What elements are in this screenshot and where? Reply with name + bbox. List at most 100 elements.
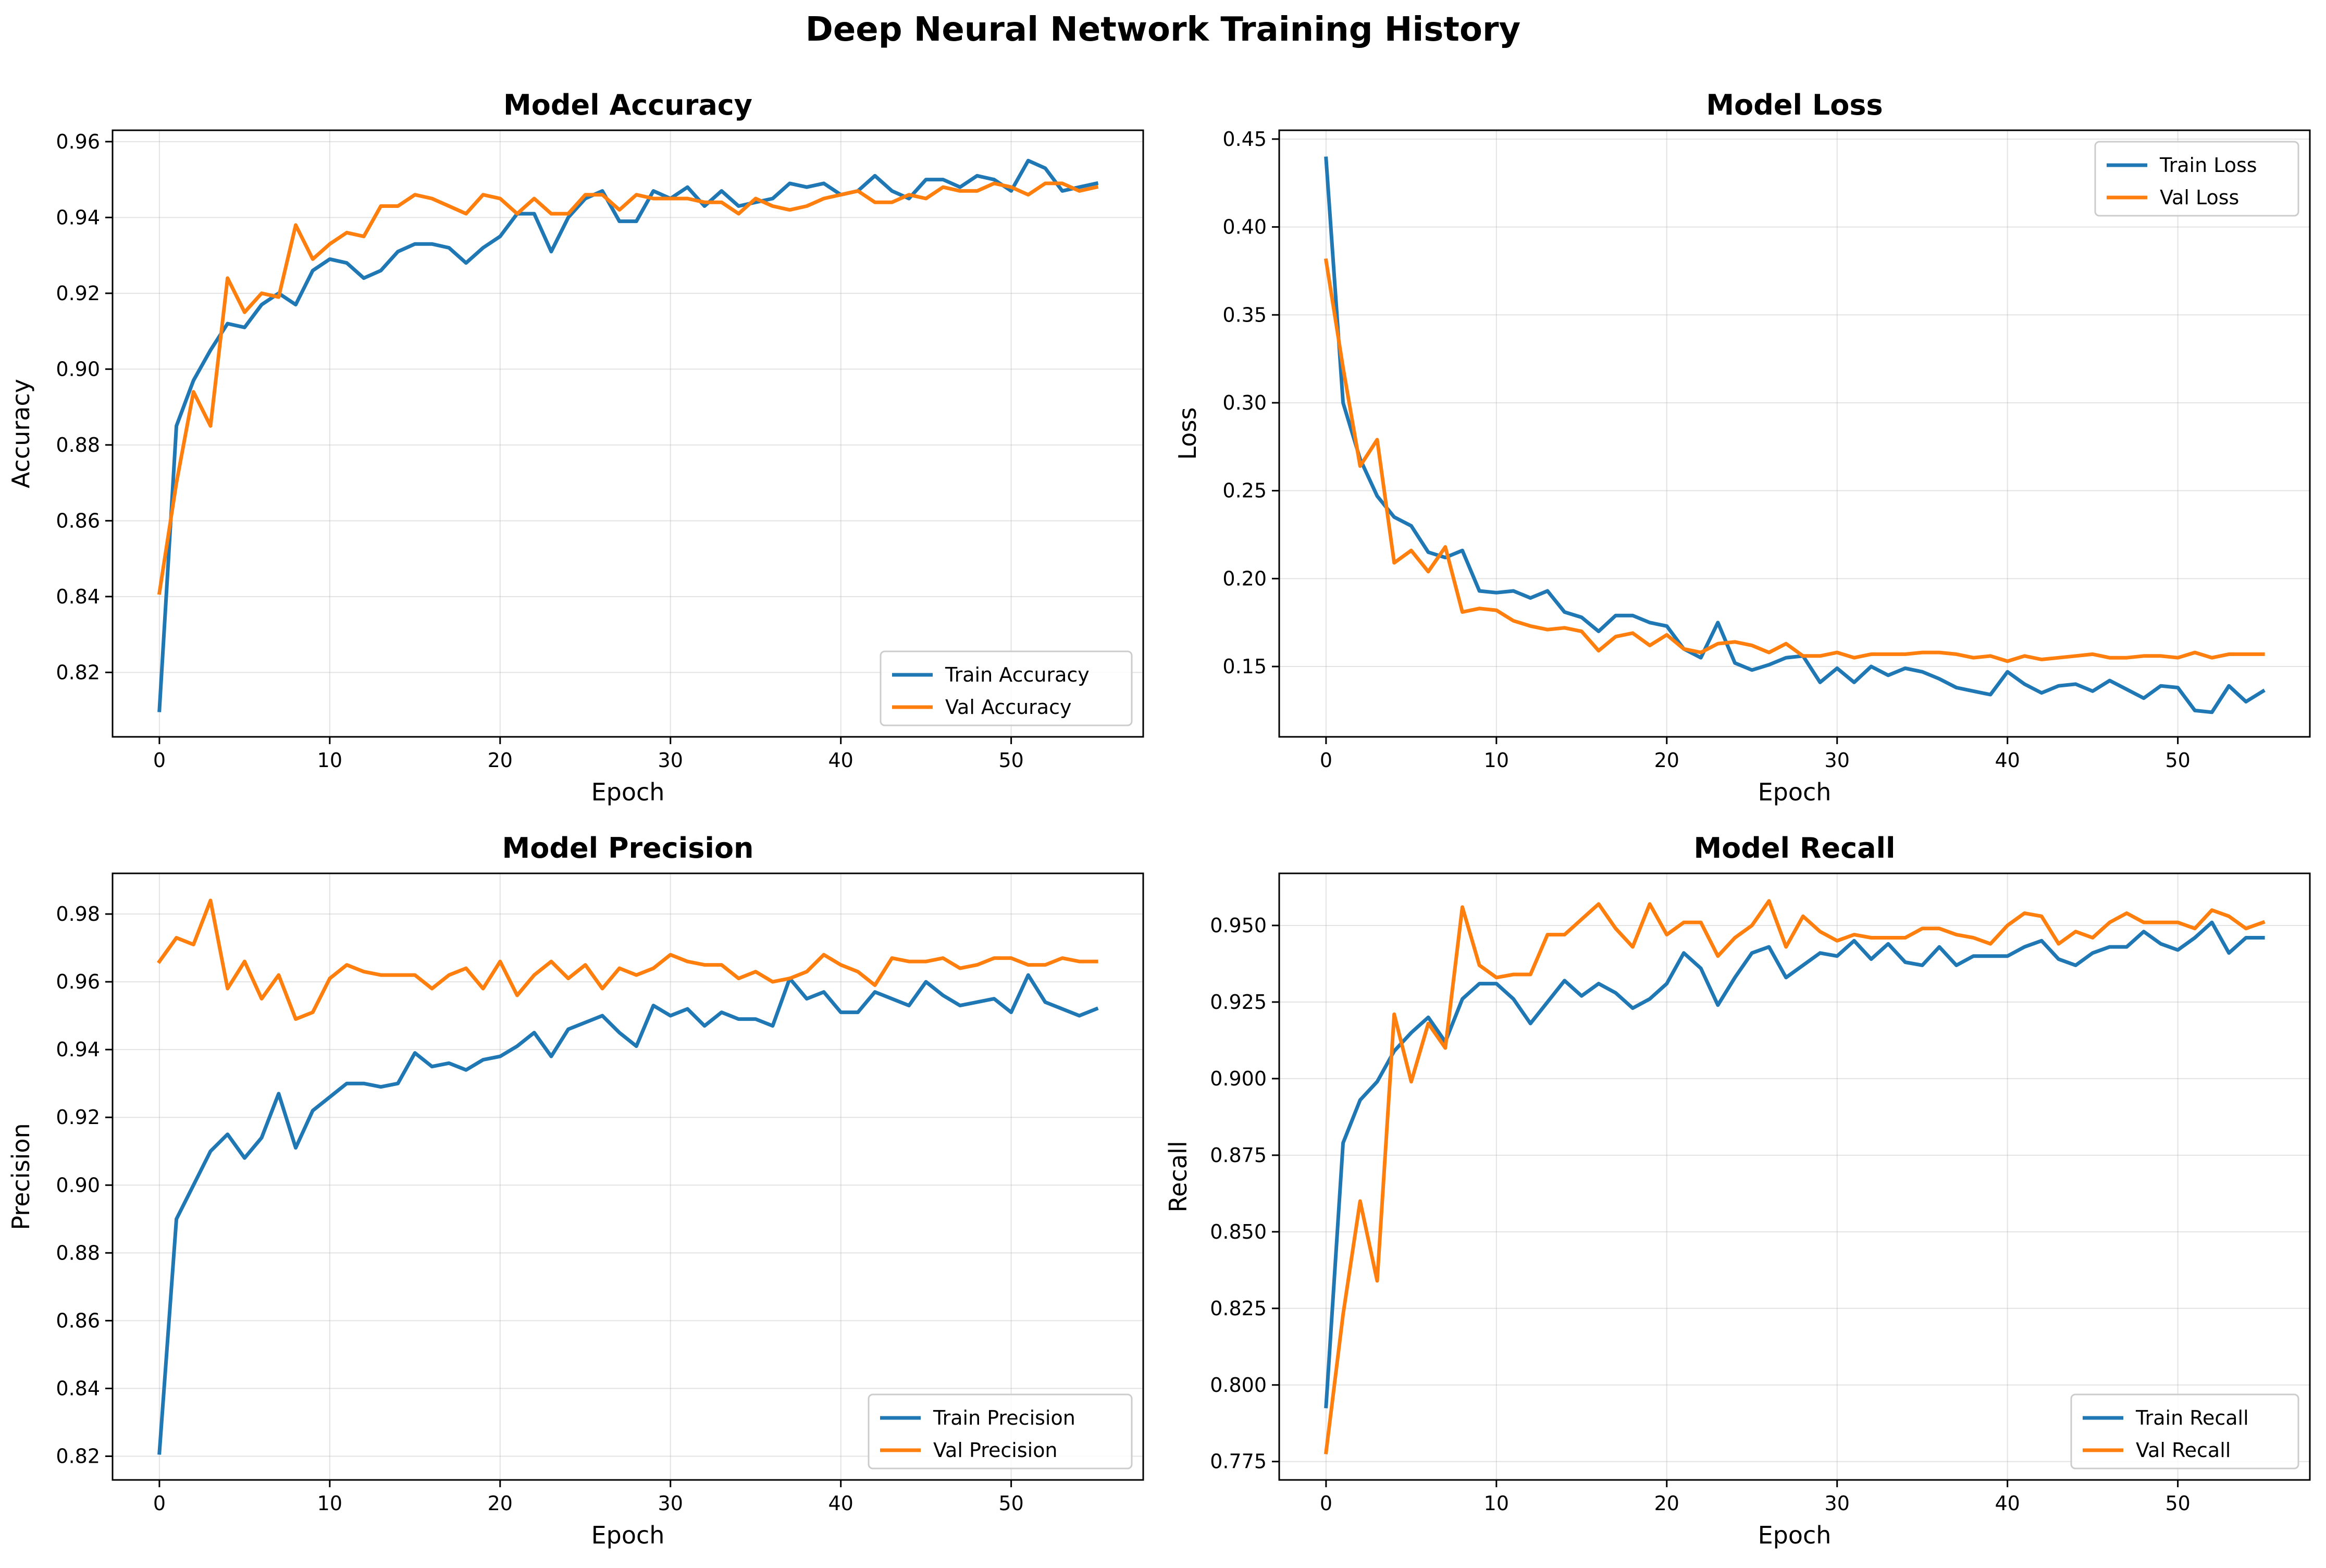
y-tick-label: 0.88	[56, 434, 100, 456]
y-axis-label: Loss	[1173, 408, 1202, 460]
x-tick-label: 30	[658, 1492, 683, 1515]
x-tick-label: 20	[488, 749, 513, 772]
y-tick-label: 0.82	[56, 661, 100, 684]
x-tick-label: 10	[1484, 749, 1509, 772]
model-loss-title: Model Loss	[1706, 89, 1883, 121]
x-tick-label: 10	[1484, 1492, 1509, 1515]
x-tick-label: 30	[1825, 1492, 1850, 1515]
y-tick-label: 0.84	[56, 585, 100, 608]
legend-box	[880, 650, 1133, 726]
x-tick-label: 10	[317, 749, 342, 772]
x-tick-label: 40	[828, 1492, 853, 1515]
y-tick-label: 0.825	[1210, 1297, 1267, 1320]
y-tick-label: 0.925	[1210, 991, 1267, 1014]
train-loss-line	[1324, 156, 2266, 714]
x-tick-label: 20	[1654, 749, 1679, 772]
x-tick-label: 40	[1995, 749, 2020, 772]
model-loss-legend: Train Loss Val Loss	[2094, 141, 2299, 217]
x-tick-label: 40	[1995, 1492, 2020, 1515]
val-precision-line	[157, 898, 1098, 1021]
legend-entry: Val Recall	[2136, 1439, 2231, 1462]
x-tick-label: 50	[998, 749, 1023, 772]
x-axis-label: Epoch	[591, 1521, 665, 1549]
x-tick-label: 0	[153, 1492, 166, 1515]
model-recall-title: Model Recall	[1693, 832, 1895, 865]
x-tick-label: 20	[1654, 1492, 1679, 1515]
y-tick-label: 0.40	[1222, 216, 1267, 239]
legend-entry: Train Precision	[933, 1406, 1075, 1429]
y-axis-label: Accuracy	[7, 379, 35, 488]
y-tick-label: 0.875	[1210, 1144, 1267, 1167]
y-tick-label: 0.850	[1210, 1220, 1267, 1243]
y-tick-label: 0.90	[56, 1174, 100, 1196]
y-tick-label: 0.94	[56, 206, 100, 229]
y-tick-label: 0.20	[1222, 567, 1267, 590]
y-tick-label: 0.45	[1222, 128, 1267, 151]
model-precision-panel: 0 10 20 30 40 50 0.82 0.84 0.86 0.88 0.90 0.92 0.94 0…	[7, 832, 1144, 1549]
x-axis-label: Epoch	[1758, 778, 1832, 806]
y-tick-label: 0.950	[1210, 914, 1267, 937]
plot-frame	[1278, 129, 2311, 738]
y-tick-label: 0.92	[56, 1106, 100, 1129]
x-axis-label: Epoch	[1758, 1521, 1832, 1549]
legend-entry: Train Accuracy	[945, 663, 1090, 686]
model-precision-legend: Train Precision Val Precision	[868, 1393, 1133, 1470]
legend-entry: Train Loss	[2159, 154, 2257, 177]
model-accuracy-legend: Train Accuracy Val Accuracy	[880, 650, 1133, 726]
plot-frame	[1278, 872, 2311, 1481]
figure-title: Deep Neural Network Training History	[806, 10, 1521, 49]
x-tick-label: 0	[1320, 1492, 1332, 1515]
y-axis-label: Precision	[7, 1123, 35, 1230]
x-axis-label: Epoch	[591, 778, 665, 806]
y-tick-label: 0.98	[56, 903, 100, 925]
x-tick-label: 0	[1320, 749, 1332, 772]
y-tick-label: 0.96	[56, 970, 100, 993]
y-axis-label: Recall	[1164, 1141, 1192, 1212]
y-tick-label: 0.900	[1210, 1067, 1267, 1090]
y-tick-label: 0.96	[56, 130, 100, 153]
y-tick-label: 0.84	[56, 1377, 100, 1400]
y-tick-label: 0.86	[56, 1309, 100, 1332]
y-tick-label: 0.30	[1222, 391, 1267, 414]
y-tick-label: 0.15	[1222, 655, 1267, 678]
y-tick-label: 0.800	[1210, 1374, 1267, 1397]
x-tick-label: 50	[998, 1492, 1023, 1515]
val-accuracy-line	[157, 181, 1099, 595]
plot-frame	[112, 129, 1144, 738]
y-tick-label: 0.82	[56, 1444, 100, 1467]
val-loss-line	[1323, 258, 2265, 663]
legend-box	[2070, 1393, 2299, 1470]
y-tick-label: 0.86	[56, 509, 100, 532]
y-tick-label: 0.775	[1210, 1450, 1267, 1473]
legend-entry: Val Loss	[2160, 186, 2239, 209]
y-tick-label: 0.25	[1222, 479, 1267, 502]
model-accuracy-title: Model Accuracy	[503, 89, 752, 121]
train-recall-line	[1324, 920, 2265, 1409]
y-tick-label: 0.94	[56, 1038, 100, 1061]
y-tick-label: 0.88	[56, 1241, 100, 1264]
x-tick-label: 50	[2165, 749, 2190, 772]
subplot-grid: 0 10 20 30 40 50 0.82 0.84 0.86 0.88 0.90 0.92 0.94 0…	[7, 89, 2311, 1549]
x-tick-label: 40	[828, 749, 853, 772]
x-tick-label: 30	[658, 749, 683, 772]
x-tick-label: 50	[2165, 1492, 2190, 1515]
legend-entry: Val Accuracy	[945, 696, 1071, 719]
model-recall-legend: Train Recall Val Recall	[2070, 1393, 2299, 1470]
x-tick-label: 30	[1825, 749, 1850, 772]
x-tick-label: 0	[153, 749, 166, 772]
legend-box	[868, 1393, 1133, 1470]
model-precision-title: Model Precision	[502, 832, 754, 865]
y-tick-label: 0.92	[56, 282, 100, 305]
x-tick-label: 20	[488, 1492, 513, 1515]
model-loss-panel: 0 10 20 30 40 50 0.15 0.20 0.25 0.30 0.35 0.40 0.45 M…	[1173, 89, 2311, 806]
legend-entry: Val Precision	[933, 1439, 1058, 1462]
train-accuracy-line	[157, 158, 1099, 712]
y-tick-label: 0.35	[1222, 303, 1267, 326]
x-tick-label: 10	[317, 1492, 342, 1515]
plot-frame	[112, 872, 1144, 1481]
legend-entry: Train Recall	[2135, 1406, 2249, 1429]
model-accuracy-panel: 0 10 20 30 40 50 0.82 0.84 0.86 0.88 0.90 0.92 0.94 0…	[7, 89, 1144, 806]
model-recall-panel: 0 10 20 30 40 50 0.775 0.800 0.825 0.850 0.875 0.90…	[1164, 832, 2311, 1549]
